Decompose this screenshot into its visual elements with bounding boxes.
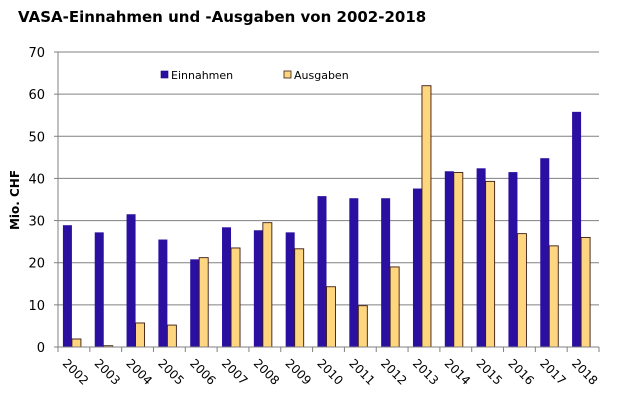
y-tick-label: 40	[28, 172, 45, 187]
x-tick-label: 2017	[537, 356, 568, 387]
bar-ausgaben-2015	[485, 180, 496, 348]
bar-ausgaben-2012	[389, 266, 400, 348]
x-tick-label: 2008	[251, 356, 282, 387]
y-axis-ticks: 0 10 20 30 40 50 60 70	[28, 46, 58, 356]
x-tick-label: 2011	[346, 356, 377, 387]
legend-swatch-ausgaben	[283, 70, 292, 79]
bar-einnahmen-2002	[62, 225, 72, 347]
bar-einnahmen-2014	[444, 171, 454, 347]
x-tick-label: 2010	[314, 356, 345, 387]
bar-einnahmen-2011	[349, 198, 359, 347]
x-tick-label: 2007	[219, 356, 250, 387]
bar-einnahmen-2004	[126, 214, 136, 347]
bar-ausgaben-2008	[262, 222, 273, 348]
bar-einnahmen-2003	[94, 232, 104, 347]
bar-ausgaben-2010	[326, 286, 336, 348]
y-tick-label: 30	[28, 215, 45, 230]
x-tick-label: 2002	[60, 356, 91, 387]
bar-einnahmen-2017	[540, 158, 550, 347]
bar-einnahmen-2006	[190, 259, 200, 347]
bar-einnahmen-2015	[476, 168, 486, 347]
bar-ausgaben-2018	[580, 236, 591, 348]
bar-einnahmen-2010	[317, 196, 327, 347]
gridlines	[58, 51, 599, 306]
bars	[62, 85, 591, 348]
y-tick-label: 60	[28, 88, 45, 103]
y-tick-label: 50	[28, 130, 45, 145]
x-tick-label: 2009	[283, 356, 314, 387]
x-tick-label: 2003	[92, 356, 123, 387]
bar-ausgaben-2016	[516, 233, 527, 348]
x-tick-label: 2005	[155, 356, 186, 387]
y-tick-label: 20	[28, 257, 45, 272]
bar-einnahmen-2008	[253, 230, 263, 347]
bar-ausgaben-2002	[71, 338, 82, 348]
legend-swatch-einnahmen	[160, 70, 169, 79]
axes	[57, 52, 599, 348]
bar-einnahmen-2018	[572, 111, 582, 347]
legend: Einnahmen Ausgaben	[160, 69, 349, 82]
bar-einnahmen-2007	[222, 227, 232, 347]
bar-ausgaben-2005	[166, 324, 177, 348]
x-tick-label: 2016	[505, 356, 536, 387]
y-tick-label: 70	[28, 46, 45, 61]
bar-ausgaben-2011	[357, 305, 368, 348]
bar-einnahmen-2013	[412, 188, 422, 347]
y-axis-label: Mio. CHF	[8, 170, 22, 230]
bar-ausgaben-2017	[548, 245, 559, 348]
x-tick-label: 2018	[569, 356, 600, 387]
chart-title: VASA-Einnahmen und -Ausgaben von 2002-20…	[18, 8, 426, 26]
x-tick-label: 2004	[123, 356, 154, 387]
x-tick-label: 2012	[378, 356, 409, 387]
bar-einnahmen-2009	[285, 232, 295, 347]
legend-label-einnahmen: Einnahmen	[171, 69, 233, 82]
y-tick-label: 10	[28, 299, 45, 314]
bar-einnahmen-2005	[158, 239, 168, 347]
bar-ausgaben-2014	[453, 172, 464, 348]
bar-ausgaben-2013	[421, 85, 432, 348]
x-tick-label: 2014	[442, 356, 473, 387]
x-tick-label: 2015	[473, 356, 504, 387]
bar-einnahmen-2012	[381, 198, 391, 347]
bar-ausgaben-2006	[198, 257, 209, 348]
y-tick-label: 0	[37, 341, 45, 356]
x-tick-label: 2006	[187, 356, 218, 387]
x-axis-ticks: 2002 2003 2004 2005 2006 2007 2008 2009 2010 2011…	[57, 347, 600, 388]
x-tick-label: 2013	[410, 356, 441, 387]
legend-label-ausgaben: Ausgaben	[294, 69, 349, 82]
bar-ausgaben-2007	[230, 247, 241, 348]
bar-ausgaben-2004	[135, 322, 146, 348]
bar-ausgaben-2009	[294, 248, 305, 348]
bar-einnahmen-2016	[508, 172, 518, 347]
